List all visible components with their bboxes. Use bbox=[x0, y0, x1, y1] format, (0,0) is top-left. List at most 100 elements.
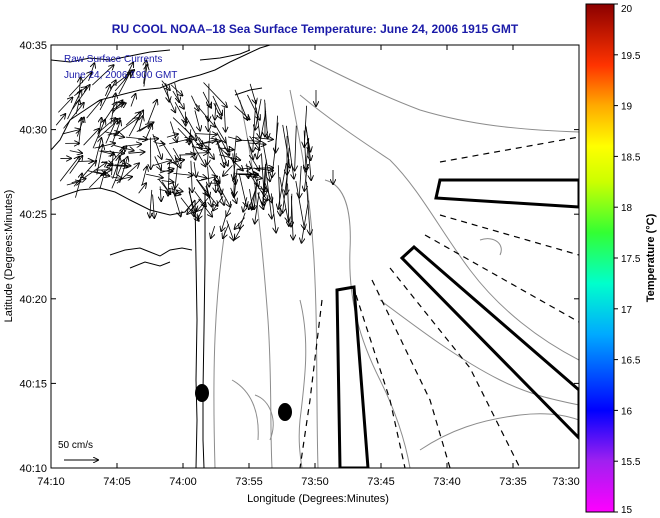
surface-current-vectors bbox=[55, 61, 333, 243]
current-vector bbox=[286, 147, 290, 195]
current-vector bbox=[144, 61, 147, 84]
current-vector bbox=[79, 78, 81, 99]
current-vector bbox=[138, 116, 143, 132]
current-vector bbox=[185, 153, 207, 154]
current-vector bbox=[191, 147, 210, 150]
current-vector bbox=[166, 134, 178, 137]
current-vector bbox=[69, 151, 82, 154]
colorbar-tick-label: 15.5 bbox=[621, 457, 641, 468]
colorbar-tick-label: 19.5 bbox=[621, 51, 641, 62]
current-vector bbox=[55, 114, 65, 126]
current-vector bbox=[301, 200, 309, 243]
current-vector bbox=[139, 124, 151, 132]
y-axis-label: Latitude (Degrees:Minutes) bbox=[3, 190, 15, 323]
current-vector bbox=[263, 195, 264, 206]
current-vector bbox=[103, 102, 117, 122]
current-vector bbox=[171, 186, 181, 216]
current-vector bbox=[219, 154, 240, 160]
current-vector bbox=[174, 102, 186, 122]
current-vector bbox=[215, 102, 216, 120]
inset-caption-line1: Raw Surface Currents bbox=[64, 54, 162, 65]
current-vector bbox=[86, 100, 102, 119]
current-vector bbox=[261, 153, 263, 190]
current-vector bbox=[59, 157, 79, 182]
current-vector bbox=[255, 107, 260, 138]
current-vector bbox=[212, 95, 222, 115]
current-vector bbox=[226, 203, 233, 216]
current-vector bbox=[195, 103, 215, 127]
current-vector bbox=[167, 188, 183, 191]
current-vector bbox=[291, 196, 293, 239]
current-vector bbox=[191, 95, 198, 111]
current-vector bbox=[255, 191, 260, 224]
current-vector bbox=[304, 105, 306, 147]
map-plot-area[interactable]: Raw Surface Currents June 24, 2006 1900 … bbox=[51, 45, 579, 468]
current-vector bbox=[187, 198, 201, 214]
mooring-marker-1[interactable] bbox=[195, 384, 209, 402]
colorbar-tick-label: 17.5 bbox=[621, 254, 641, 265]
current-vector bbox=[295, 125, 297, 171]
current-vector bbox=[235, 217, 245, 229]
current-vector bbox=[63, 103, 84, 129]
current-vector bbox=[197, 197, 209, 211]
current-vector bbox=[99, 80, 116, 111]
current-vector bbox=[146, 174, 163, 178]
current-vector bbox=[196, 176, 207, 178]
x-tick-label: 73:50 bbox=[301, 476, 329, 488]
x-tick-label: 73:35 bbox=[499, 476, 527, 488]
current-vector bbox=[110, 177, 122, 179]
current-vector bbox=[194, 110, 200, 130]
current-vector bbox=[173, 173, 192, 175]
current-vector bbox=[276, 115, 278, 153]
current-vector bbox=[110, 102, 123, 112]
current-vector bbox=[218, 148, 233, 150]
figure-title: RU COOL NOAA–18 Sea Surface Temperature:… bbox=[112, 22, 519, 36]
current-vector bbox=[147, 100, 157, 124]
current-vector bbox=[144, 65, 147, 87]
current-vector bbox=[185, 116, 202, 147]
current-vector bbox=[305, 126, 311, 160]
current-vector bbox=[169, 139, 190, 145]
colorbar-ticks: 20 19.5 19 18.5 18 17.5 17 16.5 16 15.5 15 bbox=[614, 3, 641, 516]
current-vector bbox=[165, 83, 170, 102]
current-vector bbox=[255, 98, 262, 130]
current-vector bbox=[153, 194, 155, 218]
inset-caption-line2: June 24, 2006 1900 GMT bbox=[64, 70, 177, 81]
current-vector bbox=[138, 139, 158, 140]
colorbar-tick-label: 17 bbox=[621, 305, 633, 316]
current-vector bbox=[94, 143, 115, 149]
current-vector bbox=[138, 183, 146, 194]
current-vector bbox=[111, 160, 124, 189]
transect-dashed-lines bbox=[299, 136, 579, 468]
current-vector bbox=[174, 82, 179, 102]
y-tick-label: 40:30 bbox=[19, 125, 47, 137]
current-vector bbox=[243, 197, 247, 211]
current-vector bbox=[188, 191, 195, 213]
colorbar-tick-label: 18 bbox=[621, 203, 633, 214]
current-vector bbox=[203, 82, 227, 107]
current-vector bbox=[208, 115, 209, 130]
current-vector bbox=[107, 132, 120, 135]
current-vector bbox=[202, 91, 211, 108]
x-axis-label: Longitude (Degrees:Minutes) bbox=[247, 493, 389, 505]
mooring-marker-2[interactable] bbox=[278, 403, 292, 421]
current-vector bbox=[123, 144, 141, 146]
x-tick-label: 74:10 bbox=[37, 476, 65, 488]
current-vector bbox=[230, 187, 237, 203]
x-tick-label: 73:55 bbox=[235, 476, 263, 488]
y-tick-label: 40:20 bbox=[19, 294, 47, 306]
current-vector bbox=[160, 186, 161, 201]
current-vector bbox=[249, 188, 252, 209]
current-vector bbox=[213, 122, 226, 143]
current-vector bbox=[299, 165, 301, 198]
current-vector bbox=[99, 151, 114, 155]
current-vector bbox=[68, 72, 92, 97]
y-tick-label: 40:10 bbox=[19, 463, 47, 475]
current-vector bbox=[236, 168, 251, 169]
current-vector bbox=[264, 183, 272, 202]
current-vector bbox=[218, 180, 221, 194]
current-vector bbox=[128, 152, 145, 153]
current-vector bbox=[223, 223, 230, 238]
current-vector bbox=[249, 83, 256, 103]
colorbar-label: Temperature (°C) bbox=[645, 213, 657, 302]
